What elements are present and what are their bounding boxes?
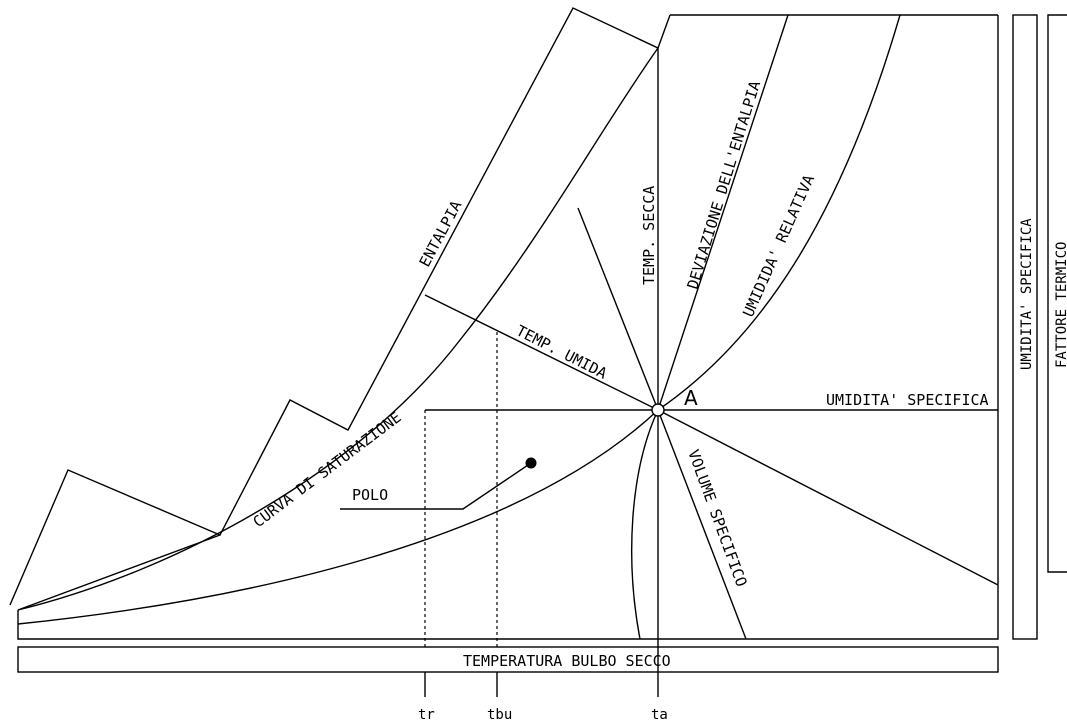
label-polo: POLO (352, 486, 388, 504)
lower-right-diagonal (657, 409, 999, 586)
label-umidita-specifica-side: UMIDITA' SPECIFICA (1019, 218, 1035, 370)
tick-label-tr: tr (418, 707, 435, 723)
enthalpy-scale-inner (17, 534, 221, 611)
label-temp-umida: TEMP. UMIDA (513, 322, 610, 383)
bulge-curve (631, 409, 659, 640)
chart-frame (17, 15, 999, 640)
lower-humidity-curve (17, 409, 659, 625)
label-fattore-termico: FATTORE TERMICO (1054, 242, 1067, 368)
enthalpy-line (424, 294, 659, 411)
enthalpy-scale-outer (9, 7, 671, 606)
thermal-factor-bar (1047, 14, 1067, 573)
saturation-curve (17, 47, 659, 611)
label-temp-secca: TEMP. SECCA (640, 186, 658, 285)
point-a-marker (651, 403, 665, 417)
label-temperatura-bulbo-secco: TEMPERATURA BULBO SECCO (463, 652, 671, 670)
label-point-a: A (684, 386, 698, 410)
label-curva-saturazione: CURVA DI SATURAZIONE (250, 408, 405, 531)
label-umidita-relativa: UMIDIDA' RELATIVA (739, 172, 818, 320)
label-entalpia: ENTALPIA (416, 198, 466, 270)
specific-humidity-side-bar (1012, 14, 1038, 640)
label-deviazione-entalpia: DEVIAZIONE DELL'ENTALPIA (684, 79, 765, 292)
label-umidita-specifica: UMIDITA' SPECIFICA (826, 391, 989, 409)
specific-volume-line (657, 409, 747, 640)
enthalpy-deviation-line (657, 14, 789, 411)
polo-leader-line (340, 462, 532, 510)
label-volume-specifico: VOLUME SPECIFICO (684, 447, 750, 589)
dry-bulb-temperature-bar (17, 646, 999, 673)
tick-label-tbu: tbu (487, 707, 512, 723)
dry-temp-diagonal (577, 207, 659, 411)
relative-humidity-curve (657, 14, 901, 411)
tick-label-ta: ta (651, 707, 668, 723)
